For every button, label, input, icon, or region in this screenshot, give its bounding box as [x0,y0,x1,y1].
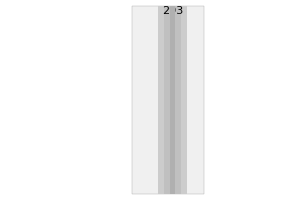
Bar [170,6,175,194]
Bar [164,6,181,194]
Bar [132,6,204,194]
Text: 293: 293 [162,6,183,16]
Bar [158,6,187,194]
